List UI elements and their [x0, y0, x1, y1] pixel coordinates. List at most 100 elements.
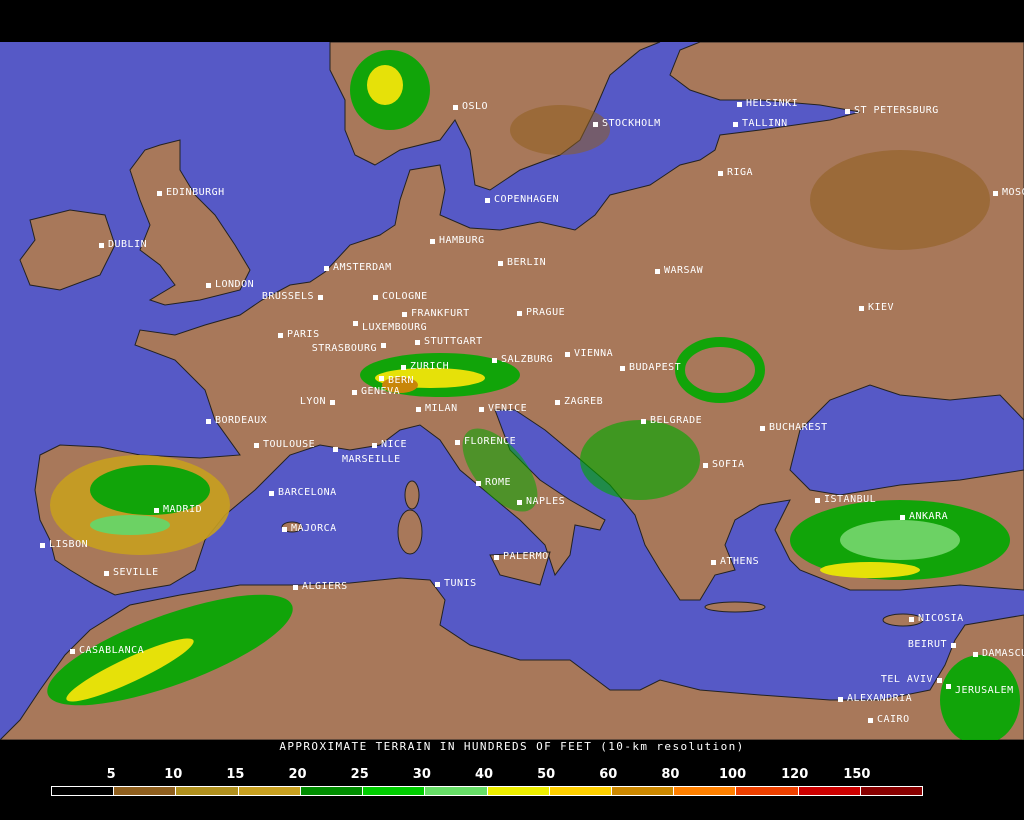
- city-label: LUXEMBOURG: [362, 322, 428, 333]
- city-label: ANKARA: [909, 511, 949, 522]
- city-label: HELSINKI: [746, 98, 799, 109]
- city-dot-icon: [476, 481, 481, 486]
- city-dot-icon: [293, 585, 298, 590]
- city-dot-icon: [269, 491, 274, 496]
- ireland: [19, 209, 116, 291]
- city-dot-icon: [946, 684, 951, 689]
- city-dot-icon: [373, 295, 378, 300]
- city-dot-icon: [254, 443, 259, 448]
- legend-tick-label: 80: [661, 767, 680, 782]
- city-label: ZURICH: [410, 361, 450, 372]
- legend-tick-label: 5: [106, 767, 116, 782]
- city-label: LONDON: [215, 279, 255, 290]
- city-dot-icon: [900, 515, 905, 520]
- landmasses: [0, 42, 1024, 740]
- legend-tick-label: 25: [350, 767, 369, 782]
- city-dot-icon: [353, 321, 358, 326]
- legend-tick-label: 20: [288, 767, 307, 782]
- city-dot-icon: [620, 366, 625, 371]
- legend-swatch: [425, 787, 488, 795]
- city-dot-icon: [324, 266, 329, 271]
- city-dot-icon: [909, 617, 914, 622]
- city-dot-icon: [593, 122, 598, 127]
- legend-color-bar: [51, 786, 923, 796]
- city-dot-icon: [318, 295, 323, 300]
- city-dot-icon: [453, 105, 458, 110]
- city-label: COLOGNE: [382, 291, 428, 302]
- city-label: CAIRO: [877, 714, 910, 725]
- city-label: MOSCOW: [1002, 187, 1024, 198]
- city-label: BELGRADE: [650, 415, 703, 426]
- legend-tick-label: 30: [412, 767, 431, 782]
- city-label: STRASBOURG: [311, 343, 377, 354]
- city-label: BUCHAREST: [769, 422, 828, 433]
- city-label: KIEV: [868, 302, 895, 313]
- city-label: EDINBURGH: [166, 187, 225, 198]
- city-dot-icon: [372, 443, 377, 448]
- city-label: MAJORCA: [291, 523, 337, 534]
- legend-swatch: [52, 787, 115, 795]
- city-dot-icon: [815, 498, 820, 503]
- legend-tick-label: 40: [474, 767, 494, 782]
- city-label: MADRID: [163, 504, 203, 515]
- city-label: MILAN: [425, 403, 458, 414]
- cyprus: [882, 613, 924, 627]
- city-dot-icon: [401, 365, 406, 370]
- legend-swatch: [611, 787, 675, 795]
- city-label: BEIRUT: [907, 639, 947, 650]
- city-label: FLORENCE: [464, 436, 517, 447]
- city-label: ATHENS: [720, 556, 760, 567]
- city-dot-icon: [498, 261, 503, 266]
- sicily: [489, 551, 551, 586]
- city-label: STUTTGART: [424, 336, 483, 347]
- city-label: ALGIERS: [302, 581, 348, 592]
- city-label: NICE: [381, 439, 408, 450]
- terrain-shading: [47, 50, 1020, 740]
- city-label: BERN: [388, 375, 415, 386]
- city-label: DUBLIN: [108, 239, 148, 250]
- legend-swatch: [300, 787, 364, 795]
- city-label: BORDEAUX: [215, 415, 268, 426]
- city-label: OSLO: [462, 101, 489, 112]
- city-label: COPENHAGEN: [494, 194, 560, 205]
- city-dot-icon: [859, 306, 864, 311]
- city-dot-icon: [206, 419, 211, 424]
- city-label: LISBON: [49, 539, 89, 550]
- legend-swatch: [487, 787, 550, 795]
- city-dot-icon: [430, 239, 435, 244]
- city-label: DAMASCUS: [982, 648, 1024, 659]
- legend-swatch: [363, 787, 426, 795]
- legend-swatch: [114, 787, 177, 795]
- city-dot-icon: [435, 582, 440, 587]
- city-dot-icon: [718, 171, 723, 176]
- city-dot-icon: [278, 333, 283, 338]
- legend-tick-label: 50: [537, 767, 556, 782]
- city-dot-icon: [937, 678, 942, 683]
- europe-mainland: [34, 42, 1024, 601]
- city-label: ZAGREB: [564, 396, 604, 407]
- city-label: PRAGUE: [526, 307, 566, 318]
- legend-tick-label: 120: [781, 767, 809, 782]
- city-label: PALERMO: [503, 551, 549, 562]
- city-label: BARCELONA: [278, 487, 337, 498]
- city-dot-icon: [838, 697, 843, 702]
- city-label: STOCKHOLM: [602, 118, 661, 129]
- city-dot-icon: [455, 440, 460, 445]
- city-label: SALZBURG: [501, 354, 554, 365]
- city-label: ISTANBUL: [824, 494, 877, 505]
- legend-tick-label: 10: [164, 767, 183, 782]
- city-label: VIENNA: [574, 348, 614, 359]
- city-dot-icon: [993, 191, 998, 196]
- city-dot-icon: [402, 312, 407, 317]
- city-label: LYON: [299, 396, 326, 407]
- legend-swatch: [674, 787, 737, 795]
- city-dot-icon: [760, 426, 765, 431]
- city-dot-icon: [711, 560, 716, 565]
- legend-caption: APPROXIMATE TERRAIN IN HUNDREDS OF FEET …: [279, 740, 745, 753]
- city-label: CASABLANCA: [79, 645, 145, 656]
- city-label: GENEVA: [361, 386, 401, 397]
- legend-swatch: [176, 787, 239, 795]
- city-dot-icon: [737, 102, 742, 107]
- black-sea: [789, 384, 1024, 496]
- legend-tick-label: 15: [226, 767, 245, 782]
